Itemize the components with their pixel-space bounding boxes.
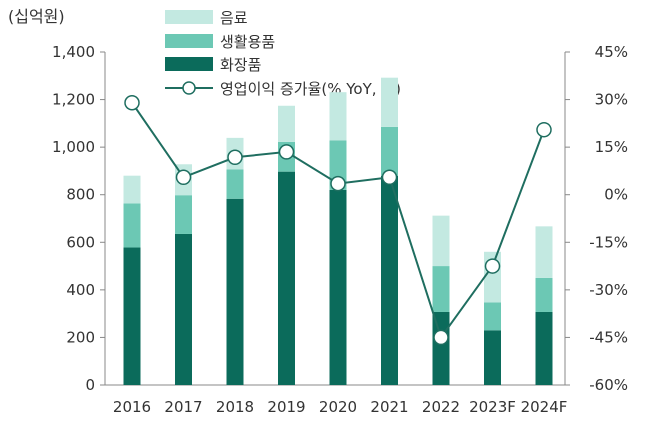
y-right-tick-label: 0% [604,186,628,204]
bar-segment [123,175,141,204]
bar-segment [381,77,398,127]
y-left-tick-label: 0 [85,376,95,394]
growth-point [124,94,140,111]
x-tick-label: 2022 [422,398,460,416]
bar-segment [484,302,501,331]
growth-point [536,121,552,138]
x-tick-label: 2018 [216,398,254,416]
bar-segment [432,266,450,312]
bar-segment [329,189,347,385]
legend-label: 생활용품 [220,33,275,51]
legend-label: 음료 [220,9,248,27]
bar-segment [432,311,450,385]
x-tick-label: 2019 [267,398,305,416]
bar-segment [175,195,192,234]
bar-segment [123,247,141,385]
y-left-tick-label: 200 [66,328,95,346]
y-right-tick-label: 45% [595,43,628,61]
y-left-tick-label: 1,400 [52,43,95,61]
bar-segment [432,215,450,267]
bar-segment [535,277,553,312]
bar-segment [226,198,244,385]
x-tick-label: 2017 [164,398,202,416]
bar-segment [278,171,295,385]
growth-point [484,258,501,274]
y-left-tick-label: 400 [66,281,95,299]
legend-swatch [165,10,213,24]
x-tick-label: 2016 [113,398,151,416]
bar-segment [484,330,501,385]
growth-point [433,329,449,346]
y-right-tick-label: 30% [595,91,628,109]
bar-segment [535,226,553,278]
growth-point [381,169,398,186]
y-right-tick-label: -60% [589,376,628,394]
bar-segment [123,203,141,248]
growth-line-layer [124,94,552,346]
growth-point [330,175,346,192]
x-tick-label: 2023F [469,398,516,416]
legend-label: 영업이익 증가율(% YoY, 우) [220,80,401,98]
y-left-tick-label: 1,200 [52,91,95,109]
axes: 0 200 400 600 800 1,000 1,200 1,400 -60% -45% -30%… [52,43,628,416]
x-tick-label: 2021 [370,398,408,416]
y-right-tick-label: 15% [595,138,628,156]
bar-segment [175,233,192,385]
y-left-tick-label: 600 [66,233,95,251]
y-right-tick-label: -30% [589,281,628,299]
y-left-tick-label: 1,000 [52,138,95,156]
x-tick-label: 2024F [521,398,568,416]
bars [123,77,553,385]
legend-label: 화장품 [220,56,261,74]
x-tick-label: 2020 [319,398,357,416]
bar-segment [226,169,244,199]
bar-segment [535,311,553,385]
bar-segment [278,105,295,142]
growth-point [278,144,295,160]
bar-segment [381,175,398,385]
y-left-tick-label: 800 [66,186,95,204]
growth-point [227,149,243,166]
legend-line-marker [182,81,196,95]
legend-swatch [165,57,213,71]
bar-segment [381,126,398,176]
y-right-tick-label: -15% [589,233,628,251]
y-right-tick-label: -45% [589,328,628,346]
y-left-axis-label: (십억원) [8,7,65,26]
legend-swatch [165,34,213,48]
bar-segment [329,92,347,141]
growth-point [175,169,192,186]
